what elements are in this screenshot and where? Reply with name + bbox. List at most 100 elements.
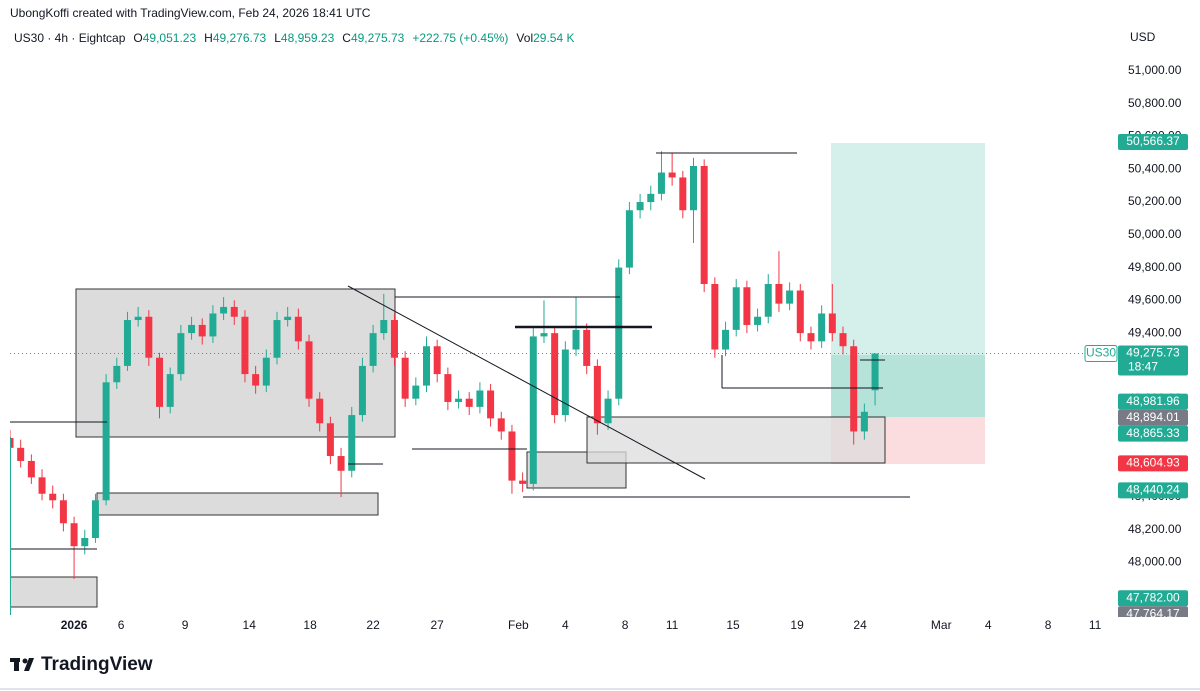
candle-body — [412, 385, 420, 399]
candle-body — [145, 316, 153, 358]
price-tag-label: 47,782.00 — [1126, 590, 1180, 604]
candle-body — [305, 341, 313, 399]
candle-body — [316, 398, 324, 424]
price-tag-label: 48,865.33 — [1126, 426, 1180, 440]
logo-shape — [24, 658, 34, 671]
candle-body — [679, 177, 687, 211]
y-tick-label: 51,000.00 — [1128, 63, 1182, 77]
x-tick-label: 11 — [666, 618, 679, 632]
x-tick-label: 18 — [303, 618, 317, 632]
x-tick-label: 6 — [118, 618, 125, 632]
candle-body — [625, 210, 633, 268]
candle-body — [123, 320, 131, 366]
price-tag — [1118, 590, 1188, 607]
y-tick-label: 50,000.00 — [1128, 227, 1182, 241]
candle-body — [465, 398, 473, 407]
legend-ohlc-value: 49,275.73 — [350, 31, 405, 45]
x-axis: 2026 6 9 14 18 22 27 Feb 4 8 11 15 19 24 Mar 4 8 11 — [61, 618, 1102, 632]
candle-body — [615, 267, 623, 399]
candle-body — [188, 324, 196, 334]
logo-shape — [14, 658, 19, 671]
x-tick-label: 19 — [790, 618, 804, 632]
logo-shape — [22, 658, 28, 664]
legend-ohlc: O49,051.23 H49,276.73 L48,959.23 C49,275.73 — [133, 31, 412, 45]
legend-ohlc-value: 49,276.73 — [212, 31, 267, 45]
y-tick-label: 49,600.00 — [1128, 293, 1182, 307]
x-tick-label: 9 — [182, 618, 189, 632]
candle-body — [732, 287, 740, 330]
candle-body — [647, 193, 655, 203]
legend-ohlc-label: C — [342, 31, 351, 45]
price-tag-label: 48,894.01 — [1126, 410, 1180, 424]
x-tick-label: 11 — [1089, 618, 1102, 632]
demand-box — [586, 416, 886, 464]
candle-body — [220, 306, 228, 314]
candle-body — [433, 346, 441, 375]
candle-body — [358, 365, 366, 416]
x-tick-label: 24 — [853, 618, 867, 632]
candle-body — [423, 346, 431, 386]
candle-body — [519, 480, 527, 484]
candle-body — [871, 353, 879, 391]
candle-body — [796, 290, 804, 334]
price-tag — [1118, 345, 1188, 376]
candle-body — [27, 460, 35, 478]
legend-change: +222.75 (+0.45%) — [412, 31, 509, 45]
candle-body — [380, 320, 388, 334]
y-axis-unit: USD — [1130, 30, 1156, 44]
candle-body — [59, 500, 67, 524]
candle-body — [572, 329, 580, 350]
legend-ohlc-value: 48,959.23 — [280, 31, 335, 45]
legend-volume-value: 29.54 K — [533, 31, 575, 45]
candle-body — [70, 523, 78, 547]
candle-body — [198, 324, 206, 337]
candle-body — [657, 172, 665, 194]
candle-body — [326, 423, 334, 457]
y-axis: 48,000.0048,200.0048,400.0048,600.0048,8… — [1128, 63, 1182, 569]
y-tick-label: 50,200.00 — [1128, 194, 1182, 208]
candle-body — [156, 357, 164, 407]
x-tick-label: 2026 — [61, 618, 88, 632]
candle-body — [604, 398, 612, 424]
brand-name: TradingView — [41, 654, 153, 675]
x-tick-label: 27 — [431, 618, 445, 632]
price-tag-label: 50,566.37 — [1126, 134, 1180, 148]
x-tick-label: 15 — [726, 618, 740, 632]
candle-body — [551, 333, 559, 416]
x-tick-label: 8 — [1045, 618, 1052, 632]
price-tag — [1118, 409, 1188, 426]
price-tag — [1118, 606, 1188, 617]
y-tick-label: 49,400.00 — [1128, 325, 1182, 339]
candle-body — [369, 333, 377, 366]
candle-body — [689, 165, 697, 211]
candles — [10, 151, 879, 579]
x-tick-label: 4 — [985, 618, 992, 632]
symbol-tag — [1084, 345, 1118, 363]
legend-ohlc-label: O — [133, 31, 143, 45]
header-text: UbongKoffi created with TradingView.com,… — [10, 6, 371, 20]
y-tick-label: 48,200.00 — [1128, 522, 1182, 536]
x-tick-label: 22 — [366, 618, 380, 632]
candle-body — [786, 290, 794, 304]
candle-body — [230, 306, 238, 317]
candle-body — [337, 456, 345, 471]
candle-body — [540, 333, 548, 337]
candle-body — [166, 374, 174, 407]
candle-body — [668, 172, 676, 178]
candle-body — [775, 283, 783, 304]
candle-body — [722, 329, 730, 350]
demand-box — [96, 492, 379, 516]
price-tag-label: 48,440.24 — [1126, 483, 1180, 497]
candle-body — [38, 477, 46, 494]
candle-body — [807, 333, 815, 342]
candle-body — [828, 313, 836, 334]
price-tag — [1118, 425, 1188, 442]
legend-volume-label: Vol — [516, 31, 534, 45]
candle-body — [839, 333, 847, 347]
y-tick-label: 49,800.00 — [1128, 260, 1182, 274]
candle-body — [455, 398, 463, 402]
candle-body — [294, 316, 302, 342]
drawings — [10, 152, 1110, 615]
price-tag-label: 47,764.17 — [1126, 606, 1180, 620]
candle-body — [700, 165, 708, 284]
